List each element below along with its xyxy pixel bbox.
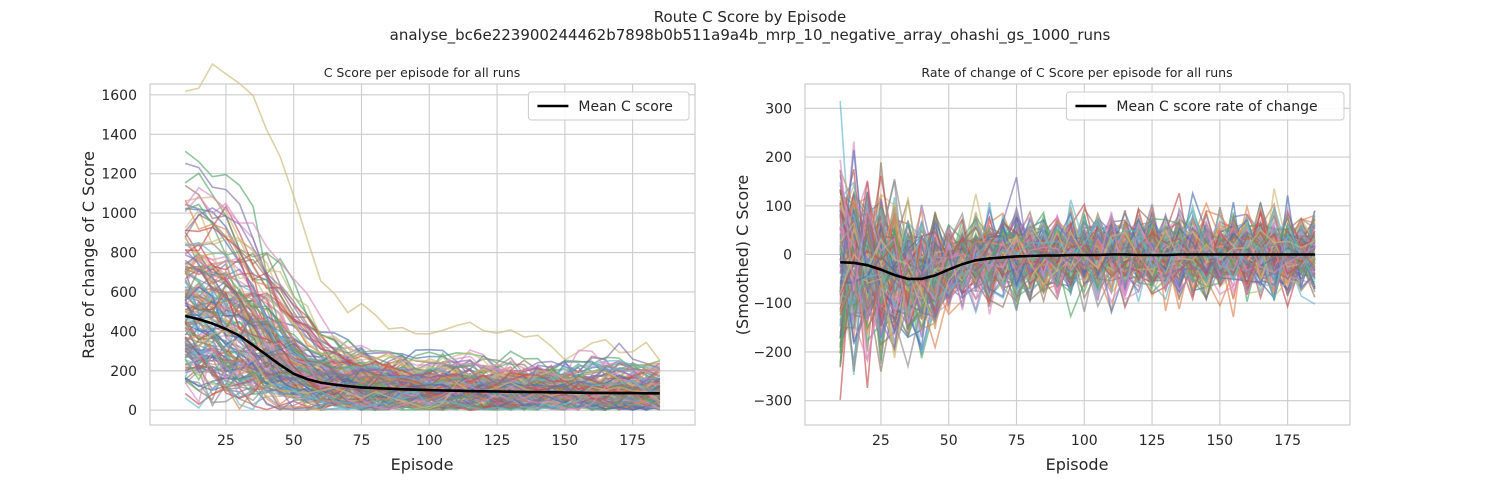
y-tick-label: −200: [754, 345, 792, 361]
y-tick-label: −100: [754, 296, 792, 312]
run-line: [184, 237, 660, 390]
y-tick-label: 1200: [101, 167, 137, 183]
x-tick-label: 25: [872, 433, 890, 449]
run-line: [184, 337, 661, 412]
run-line: [839, 209, 1316, 316]
legend-box: [1065, 91, 1345, 121]
run-line: [839, 212, 1316, 370]
x-tick-label: 75: [353, 433, 371, 449]
x-tick-label: 75: [1008, 433, 1026, 449]
run-line: [184, 379, 660, 411]
legend-label: Mean C score rate of change: [1116, 99, 1317, 115]
run-line: [184, 342, 661, 410]
run-line: [184, 259, 660, 393]
y-tick-label: 800: [110, 246, 137, 262]
run-line: [184, 199, 660, 397]
run-line: [184, 278, 660, 386]
x-tick-label: 50: [285, 433, 303, 449]
panel-c-score-runs: [184, 62, 661, 412]
run-line: [839, 203, 1316, 315]
run-line: [184, 150, 661, 373]
panel-rate-title: Rate of change of C Score per episode fo…: [921, 65, 1232, 80]
y-tick-label: 1600: [101, 88, 137, 104]
panel-rate-ticks: 25 50 75 100 125 150 175 −300 −200 −100 0 100 200 300: [754, 101, 1301, 449]
panel-c-score-mean: [184, 314, 660, 395]
panel-c-score-frame: [149, 83, 696, 426]
panel-c-score: C Score per episode for all runs 25 50 75 1…: [79, 62, 696, 474]
run-line: [185, 314, 661, 411]
panel-c-score-xlabel: Episode: [391, 455, 454, 474]
panel-rate-frame: [804, 83, 1351, 426]
x-tick-label: 125: [1139, 433, 1166, 449]
y-tick-label: 1000: [101, 206, 137, 222]
y-tick-label: 0: [783, 248, 792, 264]
run-line: [184, 186, 660, 377]
panel-rate-legend: Mean C score rate of change: [1065, 91, 1345, 121]
mean-line: [184, 314, 660, 395]
panel-rate-ylabel: (Smoothed) C Score: [733, 175, 752, 335]
panel-c-score-ylabel: Rate of change of C Score: [79, 151, 98, 359]
run-line: [185, 226, 660, 394]
y-tick-label: 200: [765, 150, 792, 166]
x-tick-label: 175: [619, 433, 646, 449]
legend-box: [527, 91, 690, 121]
legend-label: Mean C score: [578, 99, 672, 115]
run-line: [185, 266, 660, 403]
x-tick-label: 150: [551, 433, 578, 449]
run-line: [839, 228, 1316, 328]
panel-rate-runs: [839, 101, 1316, 400]
panel-rate-mean: [840, 253, 1315, 281]
run-line: [184, 282, 661, 402]
panel-rate-of-change: Rate of change of C Score per episode fo…: [733, 65, 1351, 474]
x-tick-label: 125: [484, 433, 511, 449]
x-tick-label: 50: [940, 433, 958, 449]
x-tick-label: 100: [416, 433, 443, 449]
x-tick-label: 150: [1206, 433, 1233, 449]
y-tick-label: 600: [110, 285, 137, 301]
panel-c-score-title: C Score per episode for all runs: [324, 65, 521, 80]
panel-c-score-ticks: 25 50 75 100 125 150 175 0 200 400 600 800 1000 1200 1…: [101, 88, 646, 449]
y-tick-label: 300: [765, 101, 792, 117]
y-tick-label: −300: [754, 394, 792, 410]
y-tick-label: 1400: [101, 127, 137, 143]
y-tick-label: 200: [110, 364, 137, 380]
figure-title: Route C Score by Episode: [654, 8, 846, 26]
panel-c-score-legend: Mean C score: [527, 91, 690, 121]
x-tick-label: 25: [217, 433, 235, 449]
y-tick-label: 100: [765, 199, 792, 215]
panel-rate-xlabel: Episode: [1046, 455, 1109, 474]
y-tick-label: 400: [110, 324, 137, 340]
mean-line: [840, 253, 1315, 281]
figure-subtitle: analyse_bc6e223900244462b7898b0b511a9a4b…: [390, 26, 1111, 45]
y-tick-label: 0: [128, 403, 137, 419]
x-tick-label: 175: [1274, 433, 1301, 449]
x-tick-label: 100: [1071, 433, 1098, 449]
run-line: [185, 241, 661, 392]
